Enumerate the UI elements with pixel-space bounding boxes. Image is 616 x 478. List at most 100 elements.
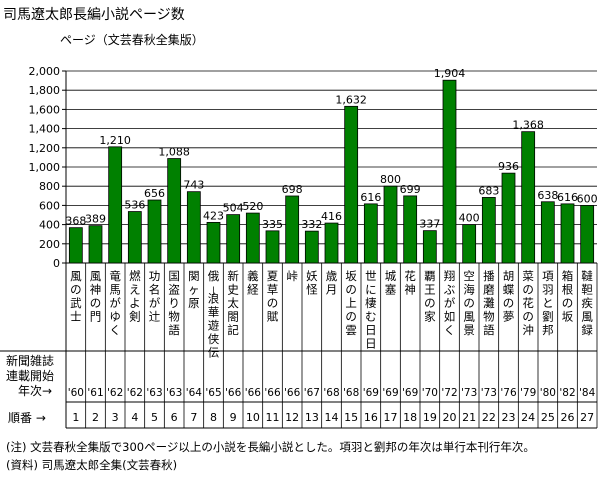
bar [580,204,595,264]
value-label: 389 [85,213,106,226]
bar [186,191,201,264]
row-label-serial-1: 新聞雑誌 [6,353,54,368]
order-label: 26 [561,411,575,424]
y-tick-label: 1,000 [29,161,61,174]
order-label: 20 [443,411,457,424]
bar [226,214,241,264]
year-label: '69 [363,387,379,399]
order-label: 5 [151,411,158,424]
y-axis-label: ページ（文芸春秋全集版） [60,32,204,47]
bar [462,224,477,264]
year-label: '69 [402,387,418,399]
order-label: 22 [482,411,496,424]
y-tick-label: 1,400 [29,123,61,136]
category-label: 覇王の家 [424,269,436,324]
category-label: 燃えよ剣 [129,269,141,324]
category-label: 箱根の坂 [562,269,574,324]
category-label: 竜馬がゆく [109,269,121,337]
value-label: 423 [203,209,224,222]
category-label: 夏草の賦 [267,269,279,324]
bar [540,201,555,264]
value-label: 936 [498,160,519,173]
bar [147,199,162,264]
bar [560,203,575,264]
value-label: 1,210 [99,134,131,147]
order-label: 11 [266,411,280,424]
category-label: 義経 [247,269,259,297]
order-label: 19 [423,411,437,424]
order-label: 8 [210,411,217,424]
year-label: '72 [441,387,457,399]
value-label: 536 [124,199,145,212]
bar [127,211,142,264]
category-label: 歳月 [326,269,338,297]
year-label: '66 [225,387,242,399]
category-label: 菜の花の沖 [522,269,534,337]
value-label: 683 [478,184,499,197]
bar [422,230,437,264]
value-label: 638 [537,189,558,202]
bar [403,195,418,264]
category-label: 俄|浪華遊侠伝 [208,269,220,360]
value-label: 616 [360,191,381,204]
bar [108,146,123,264]
bar [304,230,319,264]
year-label: '61 [87,387,103,399]
order-label: 3 [112,411,119,424]
year-label: '76 [500,387,517,399]
year-label: '66 [284,387,301,399]
order-label: 15 [344,411,358,424]
category-label: 峠 [286,269,298,283]
order-label: 18 [403,411,417,424]
bar [245,212,260,264]
y-tick-label: 1,600 [29,103,61,116]
category-label: 妖怪 [306,269,318,297]
value-label: 1,632 [335,93,367,106]
order-label: 14 [325,411,339,424]
row-label-serial-2: 連載開始 [6,369,54,383]
y-tick-label: 0 [53,257,60,270]
value-label: 616 [557,191,578,204]
y-tick-label: 1,800 [29,84,61,97]
year-label: '82 [559,387,575,399]
year-label: '62 [107,387,123,399]
order-label: 2 [92,411,99,424]
year-label: '67 [304,387,320,399]
bar [265,230,280,264]
bar [206,221,221,264]
category-label: 翔ぶが如く [444,269,456,337]
year-label: '73 [461,387,477,399]
year-label: '64 [186,387,203,399]
footnote: (注) 文芸春秋全集版で300ページ以上の小説を長編小説とした。項羽と劉邦の年次… [6,440,535,454]
year-label: '63 [146,387,162,399]
value-label: 743 [183,179,204,192]
category-label: 国盗り物語 [168,269,180,337]
order-label: 10 [246,411,260,424]
category-label: 韃靼疾風録 [581,269,593,337]
order-label: 23 [502,411,516,424]
category-label: 坂の上の雲 [345,269,357,337]
order-label: 16 [364,411,378,424]
value-label: 698 [282,183,303,196]
order-label: 13 [305,411,319,424]
y-tick-label: 1,200 [29,142,61,155]
category-label: 風神の門 [90,269,102,324]
row-label-order: 順番 → [8,411,46,425]
bar [383,185,398,264]
value-label: 337 [419,218,440,231]
bar [285,195,300,264]
bar [88,225,103,264]
category-labels: 風の武士風神の門竜馬がゆく燃えよ剣功名が辻国盗り物語関ヶ原俄|浪華遊侠伝新史太閤… [70,269,593,360]
category-label: 風の武士 [70,269,82,324]
bar [68,227,83,264]
order-label: 24 [521,411,535,424]
bar [442,79,457,264]
y-tick-label: 800 [39,180,60,193]
category-label: 播磨灘物語 [483,269,495,337]
value-label: 335 [262,218,283,231]
year-label: '65 [205,387,221,399]
year-label: '66 [245,387,262,399]
page-title: 司馬遼太郎長編小説ページ数 [3,7,185,23]
